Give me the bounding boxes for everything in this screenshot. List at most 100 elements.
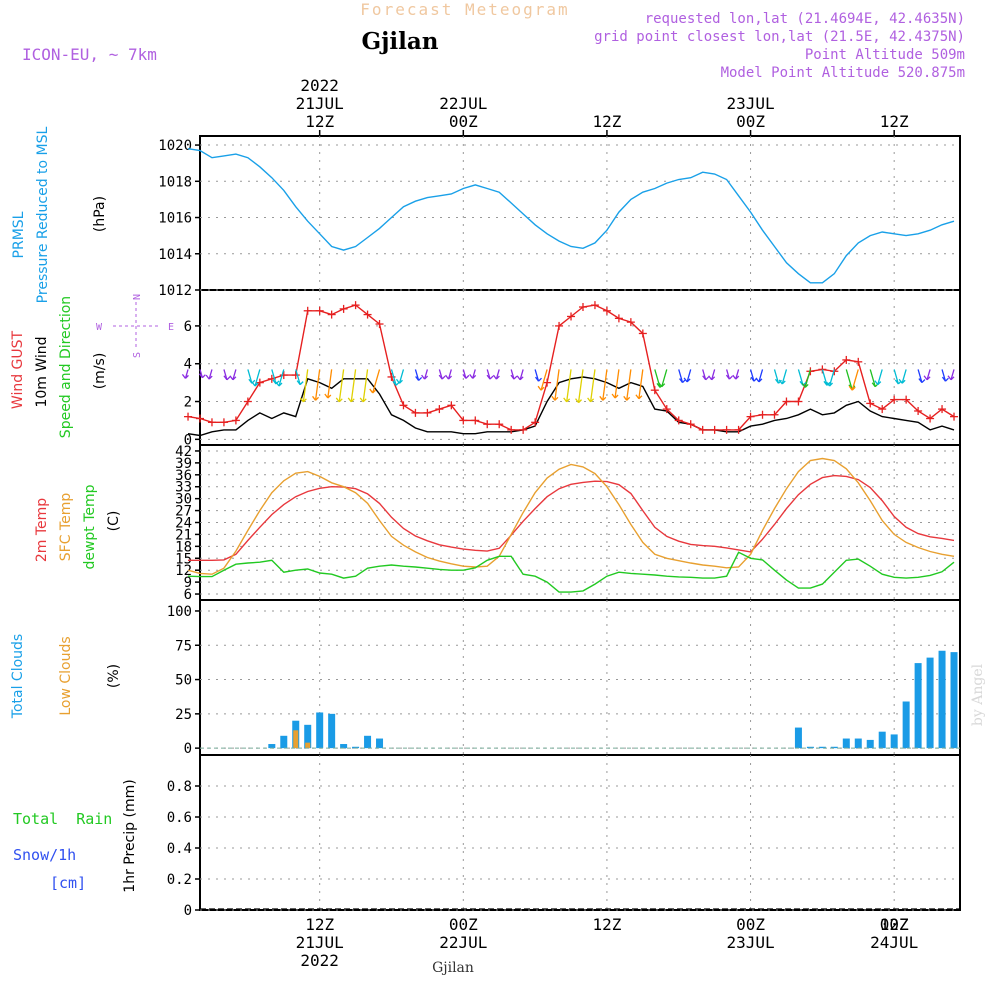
gust-marker [507,425,516,434]
gust-marker [483,420,492,429]
wind-direction-arrow [923,369,931,381]
wind-direction-arrow [778,369,788,385]
gust-marker [519,425,528,434]
bottom-axis-label: 22JUL [439,933,487,952]
wind-direction-arrow [947,369,955,381]
gust-marker [878,405,887,414]
total-cloud-bar [304,724,312,749]
gust-marker [291,371,300,380]
y-tick-label: 0 [184,432,192,448]
wind-direction-arrow [369,369,381,394]
gust-marker [782,397,791,406]
wind-direction-arrow [797,369,807,386]
y-tick-label: 2 [184,395,192,411]
gust-marker [459,416,468,425]
gust-marker [686,420,695,429]
wind-series [181,301,959,437]
total-cloud-bar [926,657,934,749]
wind-direction-arrow [563,369,572,403]
wind-direction-arrow [575,369,584,404]
gust-marker [698,425,707,434]
gust-marker [351,301,360,310]
wind-direction-arrow [295,369,304,386]
gust-marker [926,414,935,423]
total-cloud-bar [328,713,336,749]
y-tick-label: 30 [175,492,192,508]
top-axis-label: 12Z [592,112,621,131]
y-tick-label: 0 [184,903,192,919]
y-tick-label: 1020 [158,138,192,154]
label-pressure-msl: Pressure Reduced to MSL [35,126,51,303]
total-cloud-bar [806,746,814,749]
wind-direction-arrow [205,369,213,380]
model-altitude: Model Point Altitude 520.875m [721,65,965,81]
gust-marker [914,406,923,415]
total-cloud-bar [364,735,372,749]
gust-marker [339,304,348,313]
wind-direction-arrow [623,369,632,401]
gust-marker [602,306,611,315]
wind-direction-arrow [821,369,831,386]
cloud-bars [200,650,960,749]
gust-marker [650,386,659,395]
gust-marker [375,320,384,329]
gust-marker [184,412,193,421]
top-axis-label: 21JUL [296,94,344,113]
wind-direction-arrow [826,369,835,387]
y-tick-label: 18 [175,539,192,555]
wind-direction-arrow [438,369,446,380]
wind-direction-arrow [801,369,812,388]
compass-n: N [132,294,143,300]
gust-marker [447,401,456,410]
y-tick-label: 1018 [158,174,192,190]
y-tick-label: 39 [175,456,192,472]
total-cloud-bar [950,652,958,749]
label-total-clouds: Total Clouds [10,634,26,719]
y-tick-label: 1014 [158,247,192,263]
chart-title: Forecast Meteogram [360,0,569,19]
top-axis-label: 00Z [449,112,478,131]
wind-direction-arrow [462,369,470,379]
gust-marker [938,405,947,414]
y-tick-label: 1016 [158,211,192,227]
wind-direction-arrow [874,369,883,386]
y-tick-label: 15 [175,551,192,567]
wind-direction-arrow [599,369,608,401]
wind-direction-arrow [941,369,949,382]
total-cloud-bar [890,734,898,749]
total-cloud-bar [830,746,838,749]
panel-frame-4 [199,754,961,911]
gust-marker [770,410,779,419]
y-tick-label: 75 [175,638,192,654]
label-speed-direction: Speed and Direction [58,296,74,438]
y-tick-label: 50 [175,673,192,689]
requested-coords: requested lon,lat (21.4694E, 42.4635N) [645,11,965,27]
grid-lines [200,136,960,911]
gust-marker [327,310,336,319]
gust-marker [674,416,683,425]
panel-frame-3 [199,599,961,756]
wind-direction-arrow [492,369,500,380]
panel-frame-1 [199,289,961,446]
gust-marker [614,314,623,323]
wind-direction-arrow [611,369,620,399]
y-tick-label: 24 [175,516,192,532]
wind-direction-arrow [486,369,494,380]
y-tick-label: 25 [175,707,192,723]
label-prmsl: PRMSL [11,211,27,258]
prmsl-line [187,148,955,284]
wind-direction-arrow [251,369,261,387]
bottom-axis-label: 2022 [300,951,339,970]
total-cloud-bar [914,663,922,749]
y-tick-label: 36 [175,468,192,484]
panel-frames [199,135,961,911]
wind-direction-arrow [299,369,309,403]
gust-marker [854,357,863,366]
gust-marker [315,306,324,315]
label-wind-gust: Wind GUST [10,330,26,409]
wind-direction-arrow [658,369,668,388]
compass-w: W [96,322,103,333]
total-cloud-bar [280,735,288,749]
wind-direction-arrow [534,369,542,382]
wind-direction-arrow [223,369,231,381]
